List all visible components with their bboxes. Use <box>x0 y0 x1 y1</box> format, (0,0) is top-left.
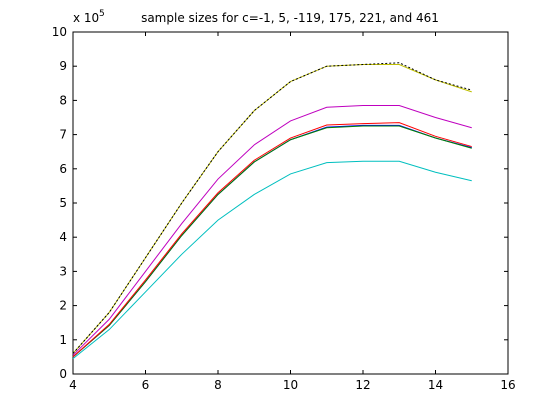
y-exponent-power: 5 <box>99 9 105 19</box>
series-line-0 <box>72 62 472 354</box>
x-tick-label: 10 <box>283 378 298 392</box>
y-tick-label: 10 <box>52 25 67 39</box>
y-tick-label: 7 <box>59 128 67 142</box>
chart-title: sample sizes for c=-1, 5, -119, 175, 221… <box>141 11 439 25</box>
plot-area <box>72 31 509 375</box>
y-tick-label: 3 <box>59 264 67 278</box>
y-tick-label: 4 <box>59 230 67 244</box>
x-tick-label: 12 <box>355 378 370 392</box>
series-line-4 <box>72 125 472 358</box>
x-tick-label: 14 <box>428 378 443 392</box>
y-tick-label: 9 <box>59 59 67 73</box>
y-tick-label: 8 <box>59 93 67 107</box>
series-line-3 <box>72 122 472 358</box>
series-line-6 <box>72 160 472 360</box>
x-tick-label: 16 <box>500 378 515 392</box>
y-tick-label: 1 <box>59 333 67 347</box>
y-exponent-label: x 10 <box>73 11 99 25</box>
series-line-2 <box>72 105 472 356</box>
y-tick-label: 2 <box>59 299 67 313</box>
x-tick-label: 8 <box>214 378 222 392</box>
series-layer <box>72 62 472 360</box>
y-tick-label: 0 <box>59 367 67 381</box>
x-tick-label: 4 <box>69 378 77 392</box>
x-tick-label: 6 <box>142 378 150 392</box>
y-tick-label: 6 <box>59 162 67 176</box>
y-tick-label: 5 <box>59 196 67 210</box>
